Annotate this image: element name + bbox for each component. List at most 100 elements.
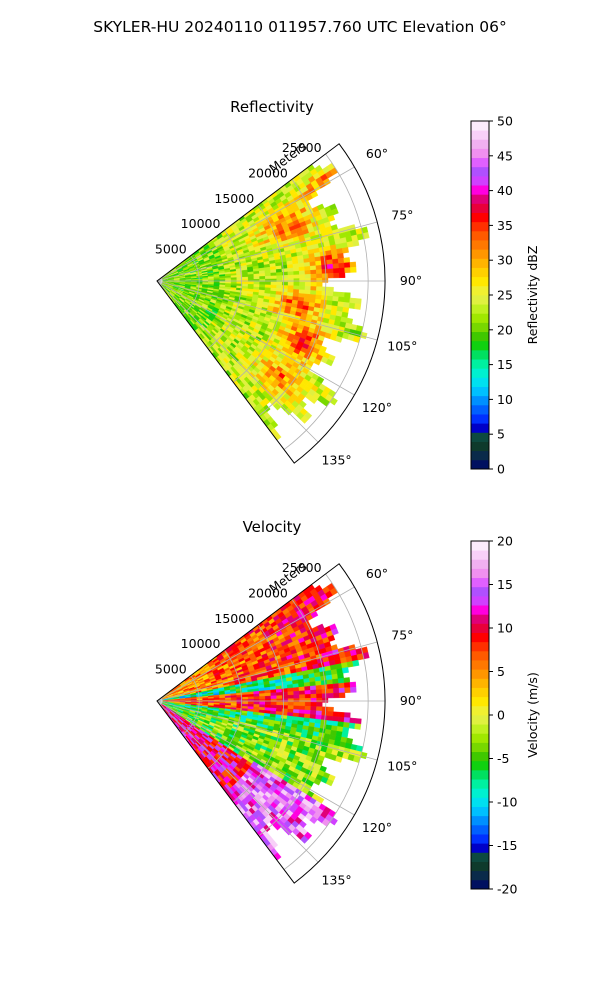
radar-gate bbox=[327, 693, 334, 699]
radar-gate bbox=[333, 268, 340, 274]
azimuth-tick-label: 90° bbox=[400, 273, 422, 288]
radar-gate bbox=[299, 278, 306, 283]
colorbar-swatch bbox=[471, 705, 489, 716]
radar-gate bbox=[310, 610, 319, 619]
radar-gate bbox=[282, 698, 289, 703]
radar-gate bbox=[270, 281, 277, 286]
colorbar-swatch bbox=[471, 650, 489, 661]
radar-gate bbox=[326, 259, 334, 265]
colorbar-tick-label: -10 bbox=[497, 795, 517, 810]
radar-gate bbox=[338, 262, 345, 269]
radar-gate bbox=[337, 296, 345, 303]
colorbar-tick-label: -20 bbox=[497, 882, 517, 897]
radar-gate bbox=[298, 690, 306, 696]
radar-gate bbox=[270, 284, 277, 289]
radar-gate bbox=[343, 677, 351, 684]
radar-gate bbox=[343, 682, 351, 689]
radar-gate bbox=[337, 672, 344, 680]
colorbar-swatch bbox=[471, 432, 489, 442]
range-tick-label: 10000 bbox=[181, 216, 221, 231]
radar-gate bbox=[332, 296, 339, 302]
radar-gate bbox=[316, 273, 323, 279]
colorbar-swatch bbox=[471, 797, 489, 807]
radar-gate bbox=[314, 676, 322, 682]
radar-gate bbox=[273, 402, 282, 411]
radar-gate bbox=[314, 256, 322, 262]
radar-gate bbox=[305, 278, 312, 283]
radar-gate bbox=[259, 696, 266, 700]
radar-gate bbox=[264, 272, 272, 277]
colorbar-tick-label: 0 bbox=[497, 462, 505, 477]
radar-gate bbox=[298, 266, 306, 272]
colorbar-swatch bbox=[471, 203, 489, 213]
azimuth-tick-label: 120° bbox=[362, 820, 392, 835]
radar-gate bbox=[309, 681, 317, 687]
colorbar-tick-label: 35 bbox=[497, 218, 513, 233]
colorbar-tick-label: 5 bbox=[497, 427, 505, 442]
colorbar-swatch bbox=[471, 175, 489, 186]
radar-gate bbox=[325, 358, 334, 367]
radar-gate bbox=[326, 679, 334, 685]
colorbar-swatch bbox=[471, 586, 489, 597]
velocity-colorbar-label: Velocity (m/s) bbox=[525, 672, 540, 758]
radar-gate bbox=[309, 396, 318, 405]
radar-gate bbox=[315, 260, 322, 266]
radar-gate bbox=[350, 266, 357, 273]
radar-gate bbox=[332, 258, 339, 265]
colorbar-tick-label: -15 bbox=[497, 838, 517, 853]
azimuth-line bbox=[156, 166, 355, 282]
radar-gate bbox=[338, 687, 346, 694]
radar-gate bbox=[352, 659, 360, 667]
colorbar-swatch bbox=[471, 696, 489, 707]
radar-gate bbox=[310, 689, 317, 695]
radar-gate bbox=[304, 270, 312, 275]
radar-gate bbox=[287, 285, 294, 290]
radar-gate bbox=[287, 267, 294, 273]
radar-gate bbox=[298, 262, 305, 268]
colorbar-swatch bbox=[471, 404, 489, 415]
colorbar-swatch bbox=[471, 414, 489, 424]
radar-gate bbox=[292, 267, 300, 272]
radar-gate bbox=[352, 239, 360, 247]
range-tick-label: 5000 bbox=[155, 662, 187, 677]
colorbar-tick-label: 30 bbox=[497, 253, 513, 268]
radar-gate bbox=[281, 688, 289, 693]
radar-gate bbox=[253, 276, 260, 280]
radar-gate bbox=[310, 697, 317, 703]
radar-gate bbox=[270, 698, 277, 703]
radar-gate bbox=[320, 679, 328, 686]
radar-gate bbox=[230, 277, 238, 280]
reflectivity-title: Reflectivity bbox=[230, 98, 314, 116]
radar-gate bbox=[309, 265, 317, 271]
radar-gate bbox=[242, 281, 249, 285]
radar-gate bbox=[309, 685, 317, 691]
colorbar-tick-label: 20 bbox=[497, 534, 513, 549]
colorbar-swatch bbox=[471, 641, 489, 652]
radar-gate bbox=[316, 286, 323, 292]
colorbar-tick-label: 15 bbox=[497, 357, 513, 372]
radar-gate bbox=[304, 274, 312, 279]
radar-gate bbox=[287, 694, 295, 699]
sector-frame bbox=[156, 143, 386, 464]
colorbar-swatch bbox=[471, 441, 489, 452]
colorbar-tick-label: 10 bbox=[497, 392, 513, 407]
azimuth-line bbox=[156, 221, 378, 282]
reflectivity-panel: Reflectivity 5000 10000 15000 20000 25000 60°… bbox=[155, 98, 540, 477]
radar-gate bbox=[242, 279, 249, 283]
radar-gate bbox=[270, 692, 277, 697]
radar-gate bbox=[310, 706, 317, 711]
radar-gate bbox=[293, 702, 300, 707]
radar-gate bbox=[225, 277, 232, 281]
radar-gate bbox=[337, 252, 344, 260]
radar-gate bbox=[344, 687, 351, 694]
radar-gate bbox=[344, 712, 351, 719]
azimuth-tick-label: 120° bbox=[362, 400, 392, 415]
colorbar-swatch bbox=[471, 779, 489, 789]
radar-gate bbox=[304, 702, 312, 707]
colorbar-swatch bbox=[471, 313, 489, 323]
reflectivity-sector: 5000 10000 15000 20000 25000 60° 75° 90° 105° 120… bbox=[155, 140, 422, 468]
radar-gate bbox=[299, 281, 306, 287]
radar-gate bbox=[349, 297, 356, 304]
radar-gate bbox=[298, 682, 305, 688]
